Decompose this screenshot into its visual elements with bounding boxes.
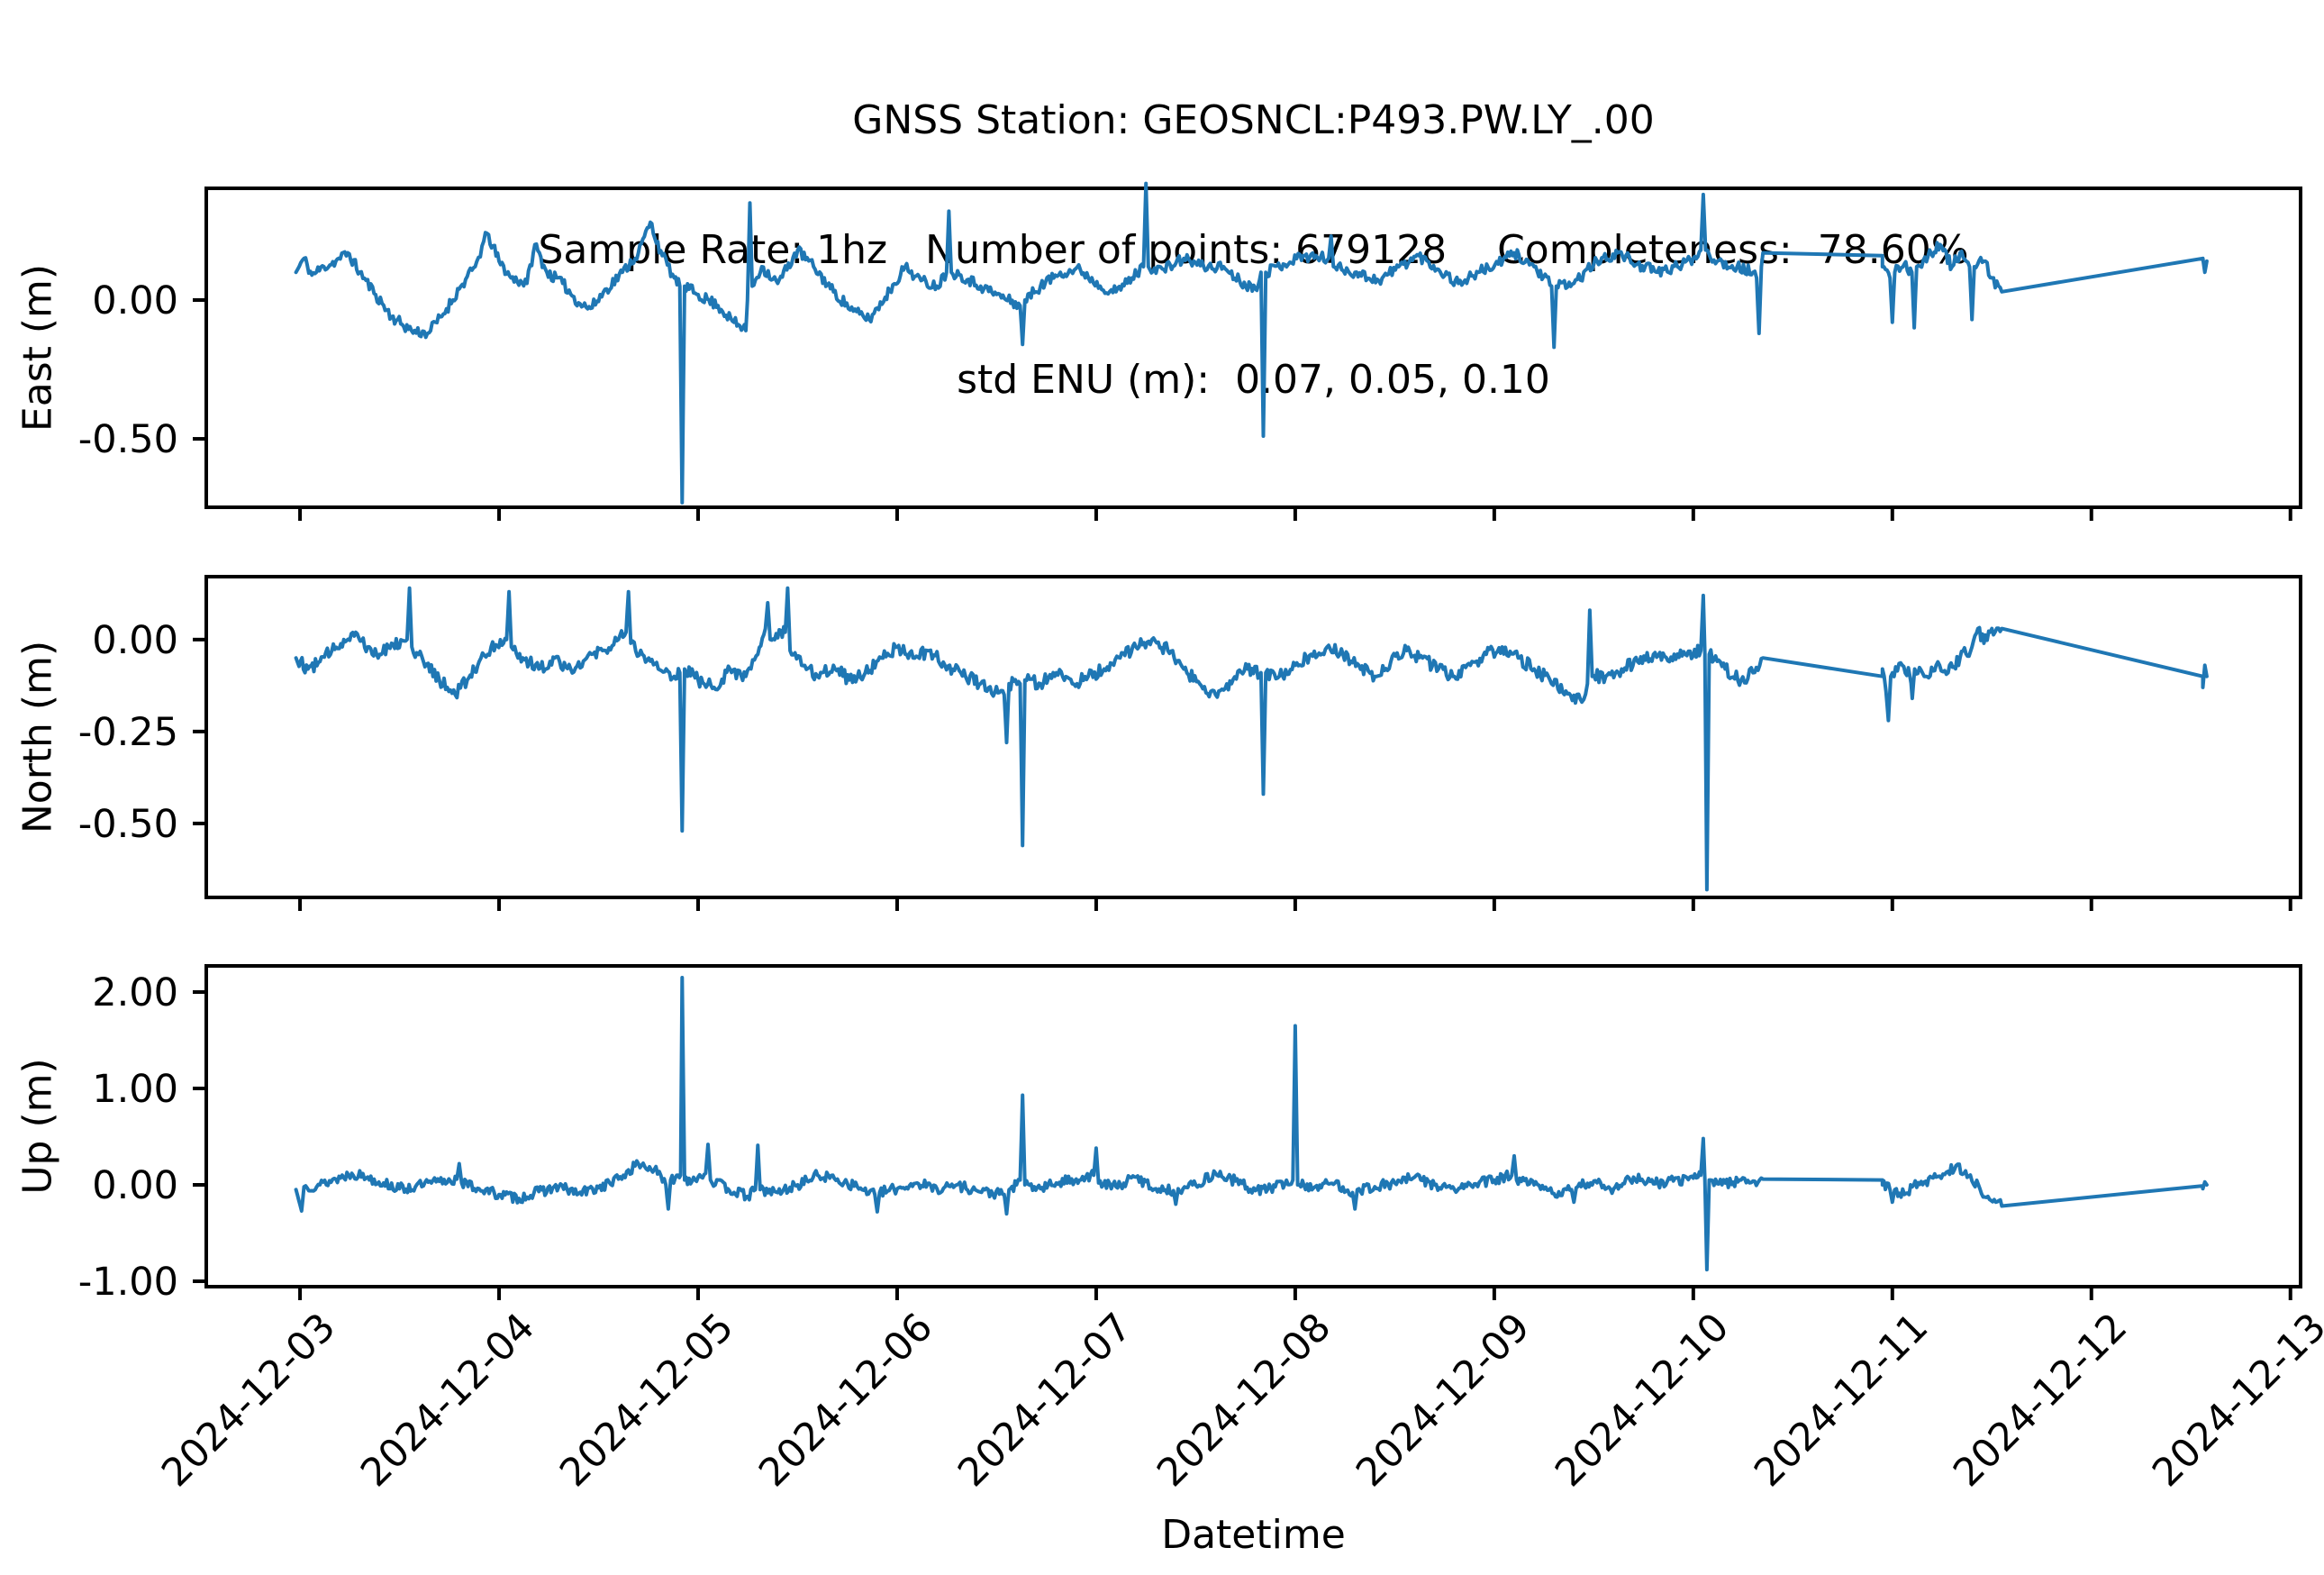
east-plot <box>193 181 2302 521</box>
x-axis-label: Datetime <box>1161 1512 1346 1558</box>
y-tick-label: -0.25 <box>77 709 178 755</box>
title-line-station: GNSS Station: GEOSNCL:P493.PW.LY_.00 <box>852 97 1655 143</box>
y-tick-label: 1.00 <box>92 1067 178 1112</box>
y-tick-label: 0.00 <box>92 617 178 663</box>
x-tick-label: 2024-12-07 <box>949 1305 1141 1497</box>
x-tick-label: 2024-12-12 <box>1945 1305 2137 1497</box>
y-tick-label: -0.50 <box>77 801 178 847</box>
y-tick-label: 2.00 <box>92 970 178 1016</box>
x-tick-label: 2024-12-08 <box>1148 1305 1340 1497</box>
x-tick-label: 2024-12-04 <box>352 1305 544 1497</box>
x-tick-label: 2024-12-13 <box>2144 1305 2324 1497</box>
title-line-std: std ENU (m): 0.07, 0.05, 0.10 <box>957 357 1550 403</box>
x-tick-label: 2024-12-06 <box>750 1305 942 1497</box>
x-tick-label: 2024-12-11 <box>1746 1305 1938 1497</box>
y-tick-label: -0.50 <box>77 417 178 463</box>
up-plot <box>193 964 2302 1300</box>
x-tick-label: 2024-12-05 <box>551 1305 743 1497</box>
x-tick-label: 2024-12-03 <box>153 1305 345 1497</box>
north-plot <box>193 575 2302 911</box>
y-tick-label: 0.00 <box>92 1162 178 1208</box>
x-tick-label: 2024-12-10 <box>1547 1305 1738 1497</box>
y-tick-label: -1.00 <box>77 1259 178 1305</box>
y-tick-label: 0.00 <box>92 278 178 323</box>
x-tick-label: 2024-12-09 <box>1348 1305 1539 1497</box>
